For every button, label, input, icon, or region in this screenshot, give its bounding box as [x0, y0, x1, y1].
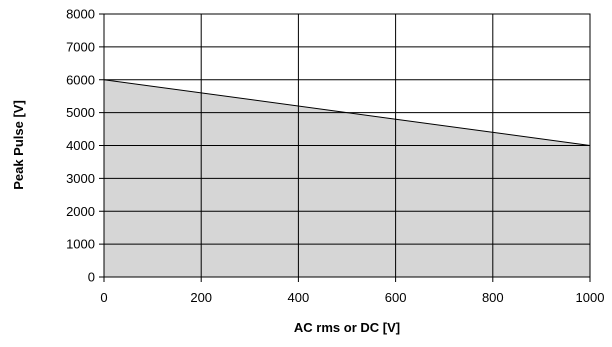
x-tick-label: 800	[482, 290, 504, 305]
x-tick-label: 200	[190, 290, 212, 305]
x-tick-label: 600	[385, 290, 407, 305]
grid	[104, 14, 590, 277]
y-tick-label: 5000	[66, 105, 95, 120]
x-tick-label: 0	[100, 290, 107, 305]
y-tick-label: 7000	[66, 39, 95, 54]
y-tick-label: 8000	[66, 7, 95, 22]
y-tick-label: 2000	[66, 204, 95, 219]
y-tick-label: 1000	[66, 237, 95, 252]
y-axis-title: Peak Pulse [V]	[11, 100, 26, 190]
x-axis-title: AC rms or DC [V]	[294, 320, 400, 335]
y-tick-label: 0	[88, 270, 95, 285]
x-tick-label: 400	[288, 290, 310, 305]
y-tick-label: 4000	[66, 138, 95, 153]
x-tick-label: 1000	[576, 290, 605, 305]
y-tick-label: 3000	[66, 171, 95, 186]
y-tick-label: 6000	[66, 72, 95, 87]
y-axis-ticks: 0 1000 2000 3000 4000 5000 6000 7000 8000	[66, 7, 104, 285]
x-axis-ticks: 0 200 400 600 800 1000	[100, 277, 604, 305]
